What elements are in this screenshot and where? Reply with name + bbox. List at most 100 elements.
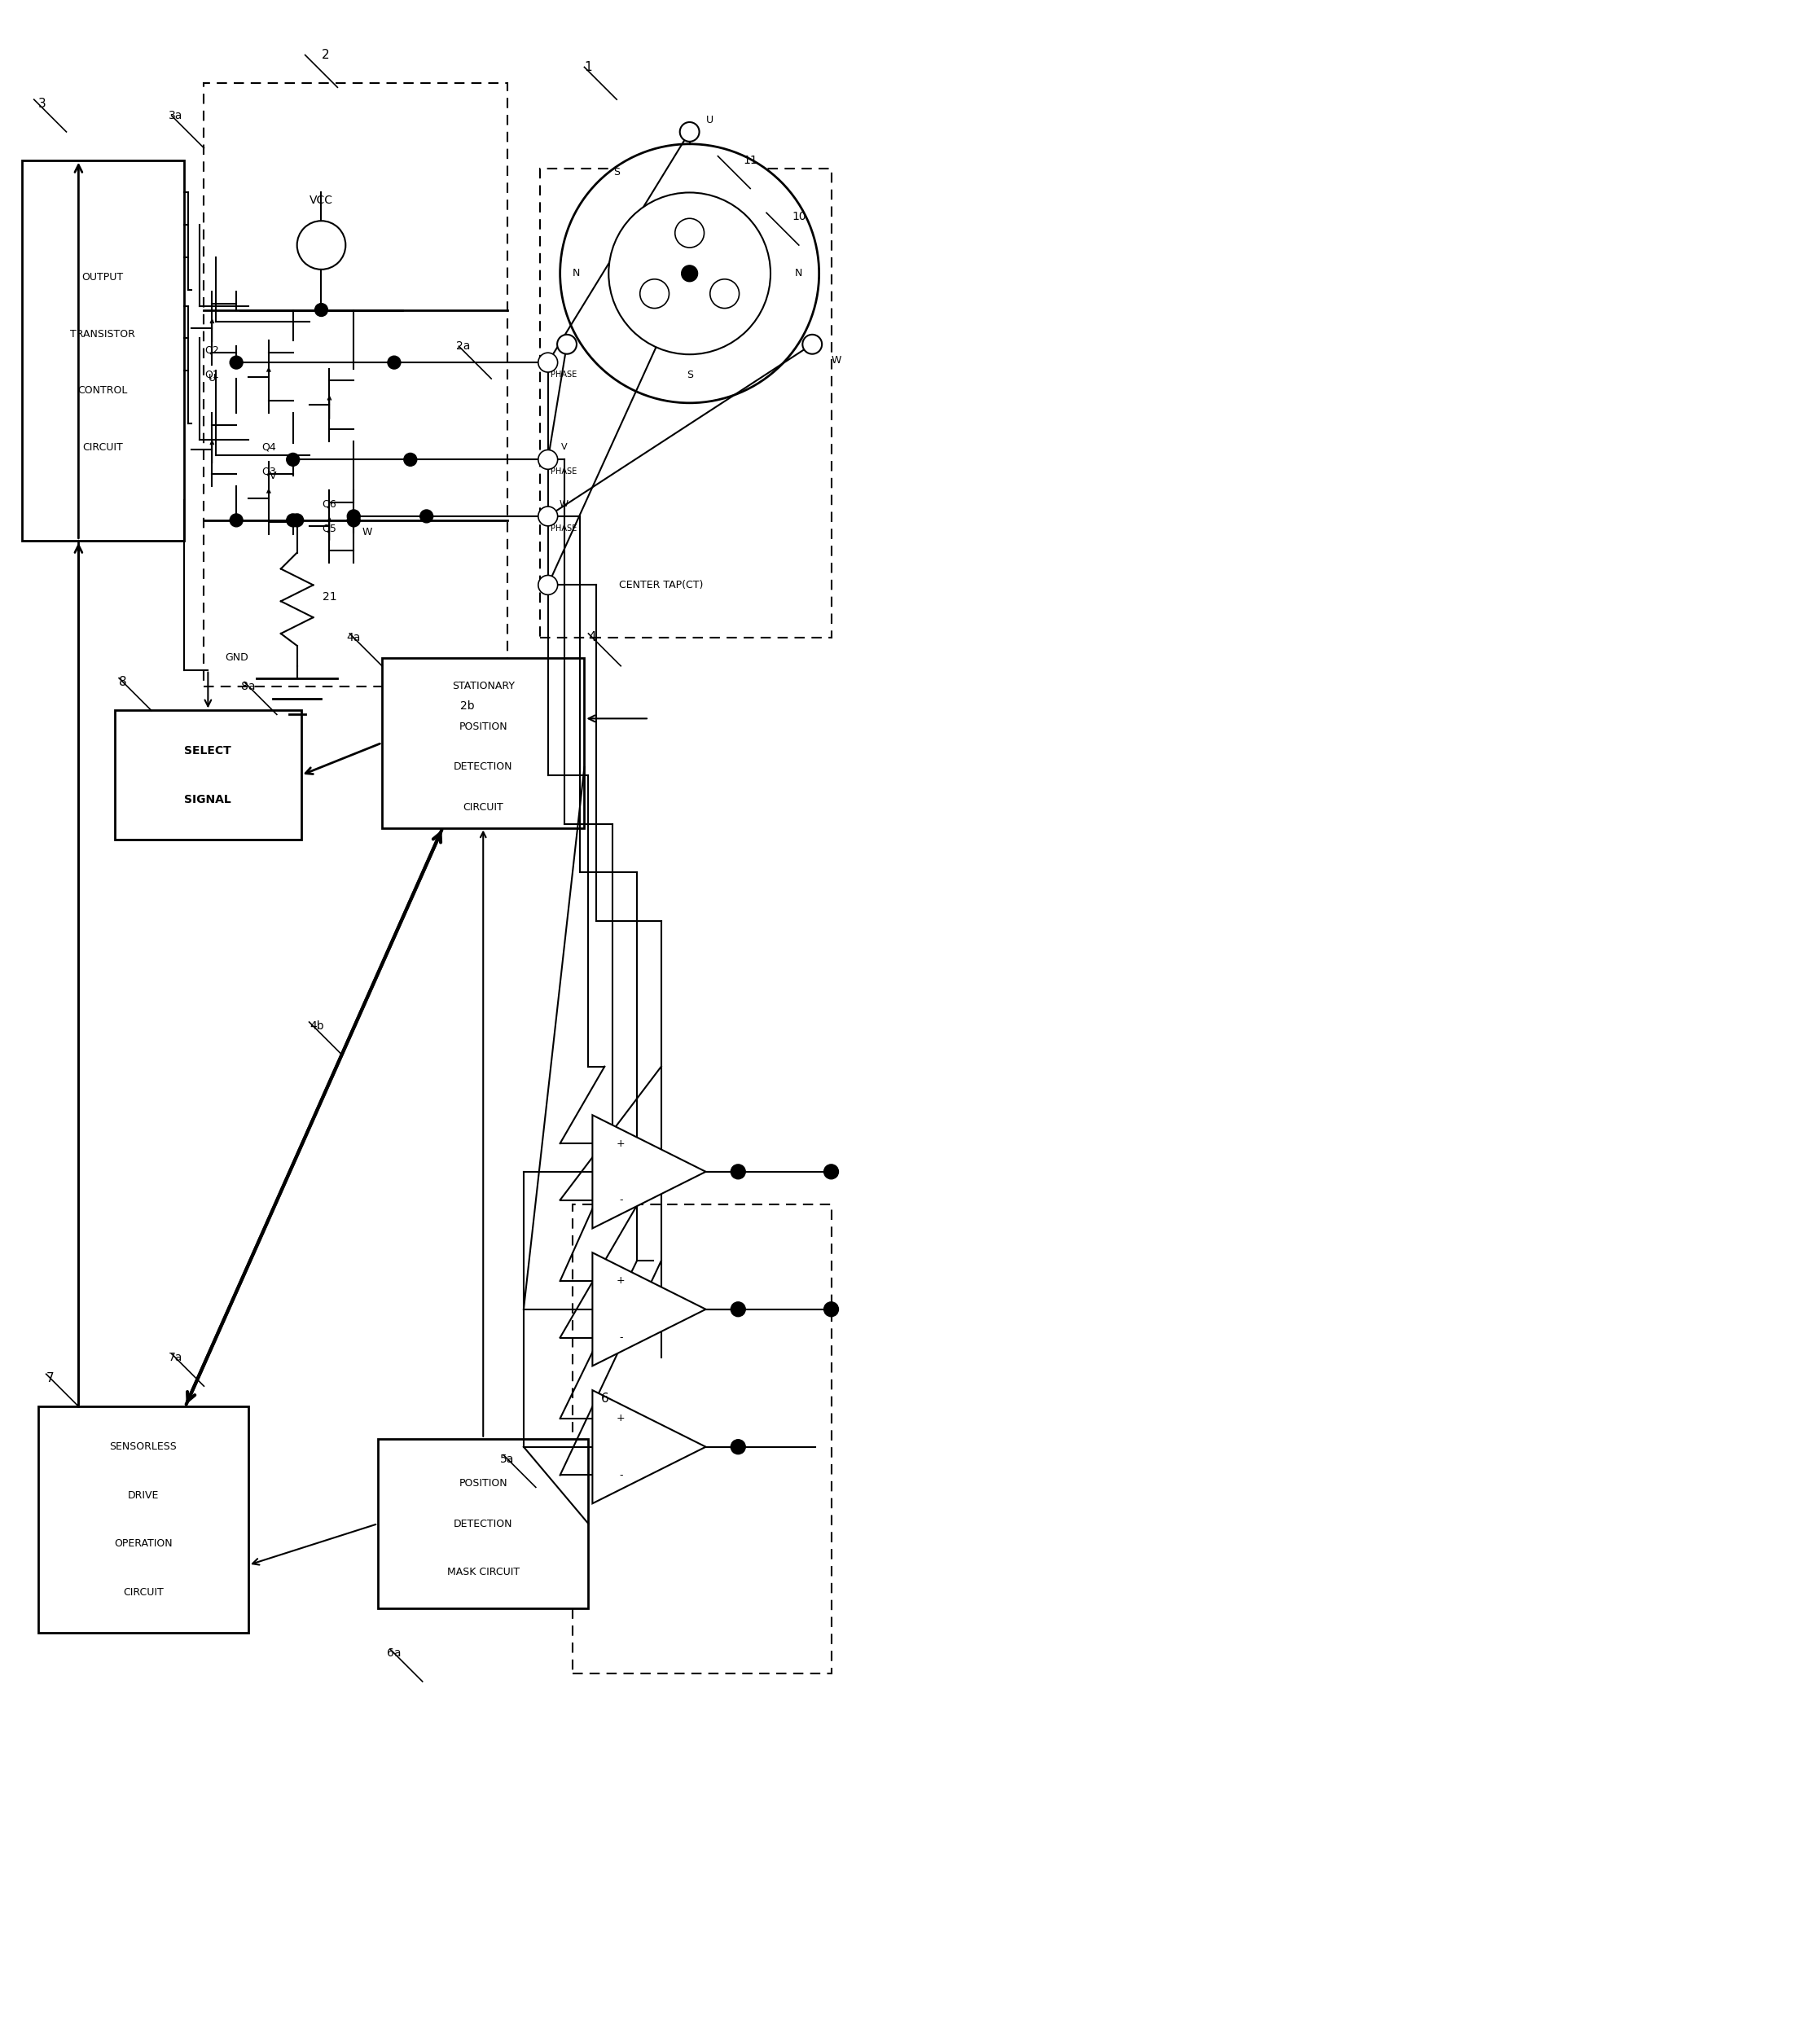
Circle shape <box>824 1302 839 1316</box>
Text: 8: 8 <box>119 677 128 689</box>
Text: 4: 4 <box>589 632 596 644</box>
Text: N: N <box>572 268 580 278</box>
Bar <box>38 1406 248 1633</box>
Text: CIRCUIT: CIRCUIT <box>122 1588 164 1598</box>
Text: POSITION: POSITION <box>459 1478 508 1488</box>
Text: V: V <box>562 444 567 452</box>
Text: 6: 6 <box>601 1392 608 1404</box>
Circle shape <box>709 280 740 309</box>
Text: W: W <box>362 527 373 538</box>
Text: DRIVE: DRIVE <box>128 1490 158 1500</box>
Polygon shape <box>592 1253 706 1365</box>
Circle shape <box>608 192 770 354</box>
Circle shape <box>731 1439 745 1453</box>
Text: 10: 10 <box>792 211 806 223</box>
Text: Q2: Q2 <box>205 345 220 356</box>
Circle shape <box>803 335 823 354</box>
Text: +: + <box>616 1139 625 1149</box>
Text: W: W <box>560 501 569 509</box>
Text: MASK CIRCUIT: MASK CIRCUIT <box>446 1568 520 1578</box>
Text: CIRCUIT: CIRCUIT <box>83 442 122 452</box>
Text: 3: 3 <box>38 98 47 110</box>
Text: N: N <box>796 268 803 278</box>
Text: CENTER TAP(CT): CENTER TAP(CT) <box>619 580 704 591</box>
Bar <box>203 84 508 687</box>
Text: PHASE: PHASE <box>551 370 578 378</box>
Text: Q4: Q4 <box>261 442 275 452</box>
Circle shape <box>286 513 299 527</box>
Text: +: + <box>616 1275 625 1286</box>
Circle shape <box>731 1165 745 1179</box>
Circle shape <box>675 219 704 247</box>
Bar <box>540 168 832 638</box>
Circle shape <box>286 454 299 466</box>
Text: OUTPUT: OUTPUT <box>83 272 124 282</box>
Text: -: - <box>619 1196 623 1206</box>
Text: SIGNAL: SIGNAL <box>184 793 232 805</box>
Bar <box>378 1439 589 1609</box>
Text: 21: 21 <box>322 591 337 603</box>
Circle shape <box>538 450 558 470</box>
Circle shape <box>558 335 576 354</box>
Text: Q3: Q3 <box>261 466 275 476</box>
Text: 11: 11 <box>743 155 758 166</box>
Text: S: S <box>614 168 619 178</box>
Circle shape <box>560 143 819 403</box>
Text: PHASE: PHASE <box>551 525 578 531</box>
Circle shape <box>419 509 434 523</box>
Text: -: - <box>619 1470 623 1480</box>
Bar <box>572 1204 832 1674</box>
Circle shape <box>824 1165 839 1179</box>
Circle shape <box>680 123 698 141</box>
Text: 8a: 8a <box>241 681 256 691</box>
Text: CONTROL: CONTROL <box>77 386 128 397</box>
Circle shape <box>731 1302 745 1316</box>
Text: POSITION: POSITION <box>459 722 508 732</box>
Text: V: V <box>540 356 545 366</box>
Text: Q6: Q6 <box>322 499 337 509</box>
Text: V: V <box>270 470 277 480</box>
Text: W: W <box>832 356 842 366</box>
Circle shape <box>682 266 698 282</box>
Circle shape <box>542 454 554 466</box>
Text: U: U <box>209 374 216 384</box>
Text: DETECTION: DETECTION <box>454 1519 513 1529</box>
Circle shape <box>542 356 554 370</box>
Text: +: + <box>616 1412 625 1425</box>
Text: 1: 1 <box>585 61 592 74</box>
Text: 6a: 6a <box>387 1647 401 1660</box>
Text: CIRCUIT: CIRCUIT <box>463 801 504 814</box>
Text: 2a: 2a <box>455 341 470 352</box>
Circle shape <box>230 513 243 527</box>
Text: GND: GND <box>225 652 248 662</box>
Text: SELECT: SELECT <box>184 746 232 756</box>
Text: VCC: VCC <box>310 194 333 206</box>
Text: 2b: 2b <box>459 701 473 711</box>
Circle shape <box>315 303 328 317</box>
Text: Q5: Q5 <box>322 523 337 533</box>
Text: 7a: 7a <box>169 1353 182 1363</box>
Text: 4b: 4b <box>310 1020 324 1032</box>
Text: 5a: 5a <box>500 1453 515 1466</box>
Text: Q1: Q1 <box>205 370 220 380</box>
Polygon shape <box>592 1116 706 1228</box>
Text: U: U <box>706 114 713 125</box>
Circle shape <box>538 507 558 525</box>
Bar <box>382 658 585 828</box>
Text: 3a: 3a <box>169 110 182 121</box>
Polygon shape <box>592 1390 706 1504</box>
Circle shape <box>297 221 346 270</box>
Circle shape <box>542 509 554 523</box>
Circle shape <box>538 354 558 372</box>
Text: -: - <box>619 1333 623 1343</box>
Bar <box>115 711 301 840</box>
Circle shape <box>641 280 670 309</box>
Circle shape <box>347 513 360 527</box>
Circle shape <box>387 356 401 370</box>
Circle shape <box>230 356 243 370</box>
Circle shape <box>538 574 558 595</box>
Text: 7: 7 <box>47 1372 54 1384</box>
Text: TRANSISTOR: TRANSISTOR <box>70 329 135 339</box>
Circle shape <box>290 513 304 527</box>
Text: DETECTION: DETECTION <box>454 762 513 773</box>
